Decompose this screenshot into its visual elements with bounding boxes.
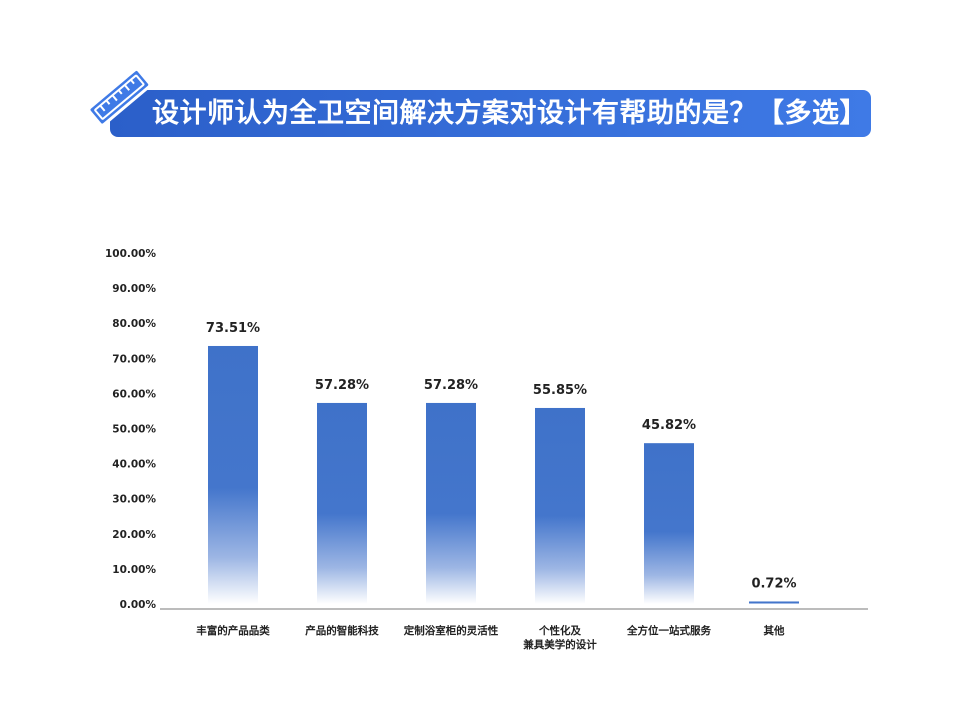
data-label: 45.82% [642,418,696,433]
y-tick-label: 70.00% [112,353,156,365]
data-label: 0.72% [751,576,796,591]
bar [644,443,694,604]
y-tick-label: 90.00% [112,283,156,295]
data-label: 73.51% [206,321,260,336]
bar [317,402,367,604]
y-tick-label: 80.00% [112,318,156,330]
category-label: 个性化及 [538,624,581,637]
category-label: 兼具美学的设计 [523,638,597,651]
y-tick-label: 30.00% [112,494,156,506]
data-label: 57.28% [424,378,478,393]
bar [535,407,585,604]
y-tick-label: 100.00% [105,248,157,260]
category-label: 其他 [764,624,785,637]
ruler-icon [87,67,152,127]
y-tick-label: 20.00% [112,529,156,541]
bar [426,402,476,604]
bar [208,345,258,604]
category-label: 全方位一站式服务 [626,624,711,637]
y-tick-label: 0.00% [120,599,157,611]
category-label: 产品的智能科技 [305,624,379,637]
category-label: 定制浴室柜的灵活性 [403,624,499,637]
data-label: 57.28% [315,378,369,393]
y-tick-label: 50.00% [112,424,156,436]
data-label: 55.85% [533,383,587,398]
title-banner [110,90,871,137]
y-tick-label: 40.00% [112,459,156,471]
chart-title: 设计师认为全卫空间解决方案对设计有帮助的是？【多选】 [152,98,867,129]
y-tick-label: 60.00% [112,388,156,400]
bar [749,601,799,604]
category-label: 丰富的产品品类 [196,624,270,637]
y-tick-label: 10.00% [112,564,156,576]
